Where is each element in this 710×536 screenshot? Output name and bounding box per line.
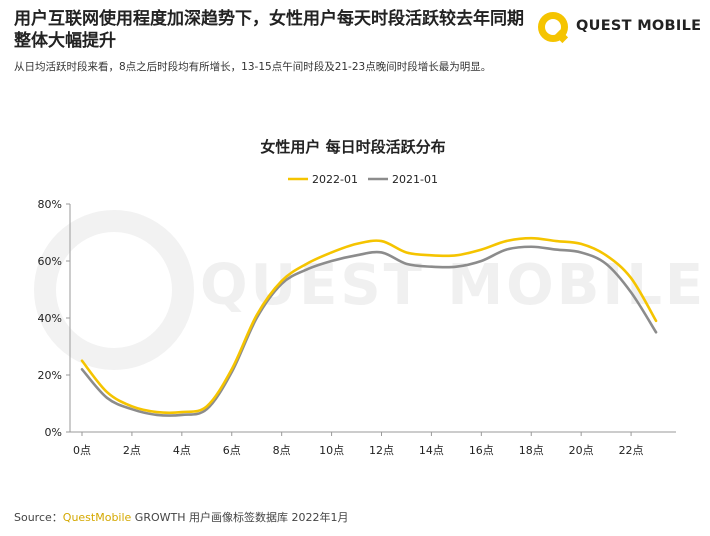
- y-tick-label: 80%: [38, 198, 62, 211]
- y-tick-label: 0%: [45, 426, 62, 439]
- source-rest: GROWTH 用户画像标签数据库 2022年1月: [131, 511, 349, 524]
- legend: 2022-01 2021-01: [288, 173, 438, 186]
- logo-text: QUEST MOBILE: [576, 18, 702, 34]
- x-tick-label: 4点: [173, 444, 191, 457]
- x-tick-label: 16点: [469, 444, 494, 457]
- series-line-2021-01: [80, 245, 658, 417]
- y-tick-label: 20%: [38, 369, 62, 382]
- series-lines: [80, 236, 658, 417]
- legend-label-2022-01: 2022-01: [312, 173, 358, 186]
- questmobile-logo: QUEST MOBILE: [536, 10, 701, 44]
- subtitle: 从日均活跃时段来看，8点之后时段均有所增长，13-15点午间时段及21-23点晚…: [14, 61, 492, 73]
- x-tick-label: 14点: [419, 444, 444, 457]
- y-tick-label: 60%: [38, 255, 62, 268]
- x-tick-label: 22点: [619, 444, 644, 457]
- chart-title: 女性用户 每日时段活跃分布: [260, 138, 445, 156]
- y-tick-label: 40%: [38, 312, 62, 325]
- x-tick-label: 8点: [273, 444, 291, 457]
- axes: 0% 20% 40% 60% 80% 0点 2点 4点 6点 8点 10点 12点 14点 16点 18点 2…: [38, 198, 676, 457]
- x-tick-label: 18点: [519, 444, 544, 457]
- source-prefix: Source：: [14, 511, 63, 524]
- x-tick-label: 0点: [73, 444, 91, 457]
- x-tick-label: 12点: [369, 444, 394, 457]
- series-line-2022-01: [80, 236, 658, 415]
- x-tick-label: 6点: [223, 444, 241, 457]
- questmobile-ring-icon: [538, 12, 569, 44]
- x-tick-label: 20点: [569, 444, 594, 457]
- headline: 用户互联网使用程度加深趋势下，女性用户每天时段活跃较去年同期整体大幅提升: [14, 9, 524, 51]
- source-brand: QuestMobile: [62, 511, 132, 524]
- legend-label-2021-01: 2021-01: [392, 173, 438, 186]
- source-note: Source：QuestMobile GROWTH 用户画像标签数据库 2022…: [14, 509, 349, 525]
- x-tick-label: 2点: [123, 444, 141, 457]
- x-tick-label: 10点: [319, 444, 344, 457]
